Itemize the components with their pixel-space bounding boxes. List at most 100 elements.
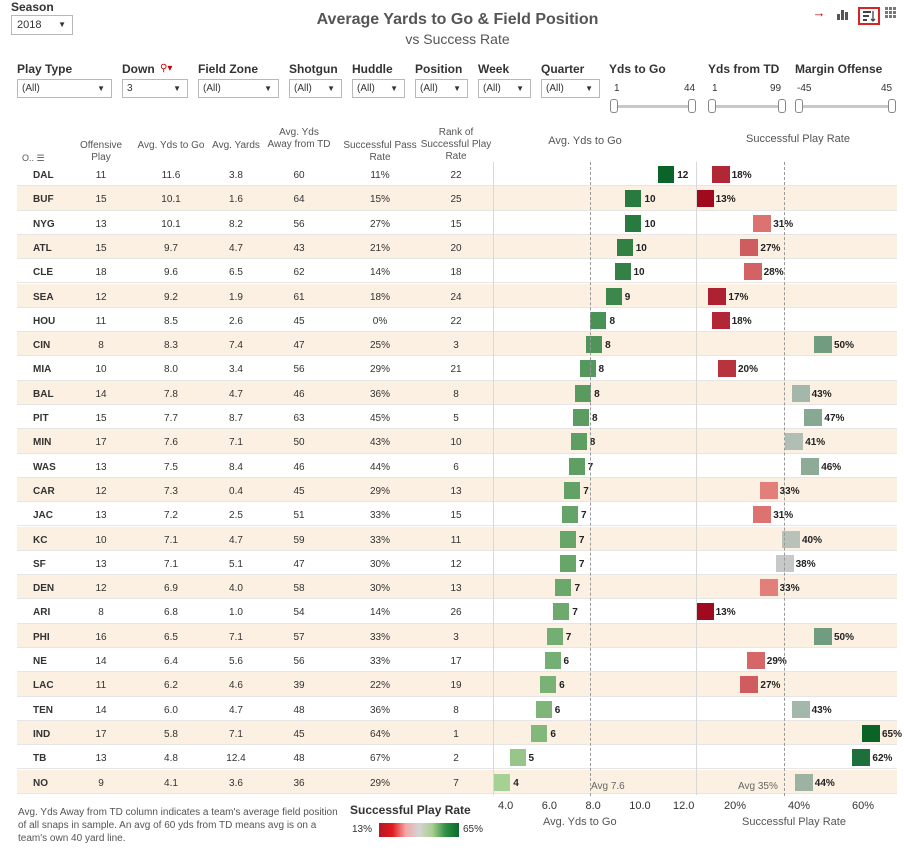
table-row[interactable]: BUF 15 10.1 1.6 64 15% 25 10 13% (17, 186, 897, 211)
table-row[interactable]: ATL 15 9.7 4.7 43 21% 20 10 27% (17, 234, 897, 260)
table-row[interactable]: PIT 15 7.7 8.7 63 45% 5 8 47% (17, 405, 897, 430)
season-dropdown[interactable]: 2018 ▼ (11, 15, 73, 35)
yds-to-go-bar[interactable] (559, 530, 576, 548)
success-rate-bar[interactable] (753, 214, 772, 232)
success-rate-bar[interactable] (759, 481, 778, 499)
yds-to-go-bar[interactable] (555, 579, 572, 597)
yds-to-go-bar[interactable] (509, 749, 526, 767)
yds-to-go-bar[interactable] (544, 652, 561, 669)
yds-to-go-bar[interactable] (535, 700, 552, 718)
header-avg-yards[interactable]: Avg. Yards (212, 140, 260, 151)
slider-track-yds-from-td[interactable] (712, 105, 784, 108)
table-row[interactable]: CLE 18 9.6 6.5 62 14% 18 10 28% (17, 259, 897, 284)
success-rate-bar[interactable] (791, 384, 810, 402)
table-row[interactable]: LAC 11 6.2 4.6 39 22% 19 6 27% (17, 672, 897, 697)
slider-track-yds-to-go[interactable] (614, 105, 694, 108)
yds-to-go-bar[interactable] (625, 214, 642, 232)
success-rate-bar[interactable] (740, 676, 759, 694)
table-row[interactable]: TB 13 4.8 12.4 48 67% 2 5 62% (17, 745, 897, 770)
yds-to-go-bar[interactable] (553, 603, 570, 621)
slider-track-margin-offense[interactable] (799, 105, 893, 108)
success-rate-bar[interactable] (852, 749, 871, 767)
yds-to-go-bar[interactable] (559, 554, 576, 572)
success-rate-bar[interactable] (695, 190, 714, 208)
success-rate-bar[interactable] (814, 627, 832, 645)
filter-week[interactable]: (All) ▼ (478, 79, 531, 98)
filter-field-zone[interactable]: (All) ▼ (198, 79, 279, 98)
success-rate-bar[interactable] (708, 287, 727, 305)
table-row[interactable]: CIN 8 8.3 7.4 47 25% 3 8 50% (17, 332, 897, 357)
table-row[interactable]: DEN 12 6.9 4.0 58 30% 13 7 33% (17, 575, 897, 600)
yds-to-go-bar[interactable] (564, 481, 581, 499)
success-rate-bar[interactable] (746, 652, 765, 669)
sort-icon[interactable] (858, 7, 880, 25)
yds-to-go-bar[interactable] (570, 433, 587, 451)
table-row[interactable]: NO 9 4.1 3.6 36 29% 7 4 44% (17, 769, 897, 794)
success-rate-bar[interactable] (740, 238, 759, 256)
success-rate-bar[interactable] (785, 433, 804, 451)
header-rank[interactable]: Rank of Successful Play Rate (420, 127, 492, 162)
success-rate-bar[interactable] (743, 263, 762, 281)
slider-handle-max[interactable] (888, 99, 896, 113)
grid-icon[interactable] (884, 7, 898, 25)
success-rate-bar[interactable] (782, 530, 800, 548)
success-rate-bar[interactable] (804, 409, 823, 426)
yds-to-go-bar[interactable] (658, 166, 675, 183)
success-rate-bar[interactable] (791, 700, 810, 718)
slider-handle-max[interactable] (778, 99, 786, 113)
filter-huddle[interactable]: (All) ▼ (352, 79, 405, 98)
yds-to-go-bar[interactable] (605, 287, 622, 305)
yds-to-go-bar[interactable] (546, 627, 563, 645)
filter-shotgun[interactable]: (All) ▼ (289, 79, 342, 98)
slider-handle-min[interactable] (610, 99, 618, 113)
table-row[interactable]: BAL 14 7.8 4.7 46 36% 8 8 43% (17, 380, 897, 405)
arrow-right-icon[interactable]: → (812, 5, 826, 20)
slider-handle-min[interactable] (795, 99, 803, 113)
table-row[interactable]: WAS 13 7.5 8.4 46 44% 6 7 46% (17, 454, 897, 478)
table-row[interactable]: NYG 13 10.1 8.2 56 27% 15 10 31% (17, 211, 897, 235)
table-row[interactable]: SF 13 7.1 5.1 47 30% 12 7 38% (17, 551, 897, 576)
yds-to-go-bar[interactable] (625, 190, 642, 208)
table-row[interactable]: MIA 10 8.0 3.4 56 29% 21 8 20% (17, 356, 897, 381)
yds-to-go-bar[interactable] (562, 506, 578, 524)
filter-play-type[interactable]: (All) ▼ (17, 79, 112, 98)
filter-applied-icon[interactable]: ⚲▾ (160, 63, 173, 74)
table-row[interactable]: NE 14 6.4 5.6 56 33% 17 6 29% (17, 648, 897, 673)
table-row[interactable]: PHI 16 6.5 7.1 57 33% 3 7 50% (17, 623, 897, 648)
table-row[interactable]: KC 10 7.1 4.7 59 33% 11 7 40% (17, 526, 897, 551)
table-row[interactable]: MIN 17 7.6 7.1 50 43% 10 8 41% (17, 429, 897, 454)
yds-to-go-bar[interactable] (531, 724, 548, 742)
success-rate-bar[interactable] (711, 311, 730, 329)
table-row[interactable]: JAC 13 7.2 2.5 51 33% 15 7 31% (17, 502, 897, 527)
yds-to-go-bar[interactable] (494, 773, 511, 791)
success-rate-bar[interactable] (801, 457, 820, 475)
success-rate-bar[interactable] (695, 603, 714, 621)
filter-position[interactable]: (All) ▼ (415, 79, 468, 98)
header-offensive-play[interactable]: Offensive Play (79, 140, 123, 163)
sort-column-header[interactable]: O.. ☰ (22, 153, 45, 163)
success-rate-bar[interactable] (862, 724, 880, 742)
success-rate-bar[interactable] (814, 336, 832, 354)
success-rate-bar[interactable] (759, 579, 778, 597)
filter-down[interactable]: 3 ▼ (122, 79, 188, 98)
header-successful-pass-rate[interactable]: Successful Pass Rate (343, 140, 417, 163)
yds-to-go-bar[interactable] (568, 457, 585, 475)
success-rate-bar[interactable] (753, 506, 772, 524)
success-rate-bar[interactable] (794, 773, 813, 791)
slider-handle-min[interactable] (708, 99, 716, 113)
table-row[interactable]: TEN 14 6.0 4.7 48 36% 8 6 43% (17, 697, 897, 721)
table-row[interactable]: HOU 11 8.5 2.6 45 0% 22 8 18% (17, 308, 897, 333)
filter-quarter[interactable]: (All) ▼ (541, 79, 600, 98)
yds-to-go-bar[interactable] (572, 409, 589, 426)
header-avg-yds-away[interactable]: Avg. Yds Away from TD (267, 127, 331, 150)
success-rate-bar[interactable] (711, 166, 730, 183)
yds-to-go-bar[interactable] (579, 360, 596, 378)
table-row[interactable]: ARI 8 6.8 1.0 54 14% 26 7 13% (17, 599, 897, 624)
yds-to-go-bar[interactable] (575, 384, 592, 402)
table-row[interactable]: CAR 12 7.3 0.4 45 29% 13 7 33% (17, 477, 897, 503)
yds-to-go-bar[interactable] (590, 311, 607, 329)
yds-to-go-bar[interactable] (540, 676, 557, 694)
table-row[interactable]: DAL 11 11.6 3.8 60 11% 22 12 18% (17, 162, 897, 187)
yds-to-go-bar[interactable] (586, 336, 603, 354)
yds-to-go-bar[interactable] (616, 238, 633, 256)
